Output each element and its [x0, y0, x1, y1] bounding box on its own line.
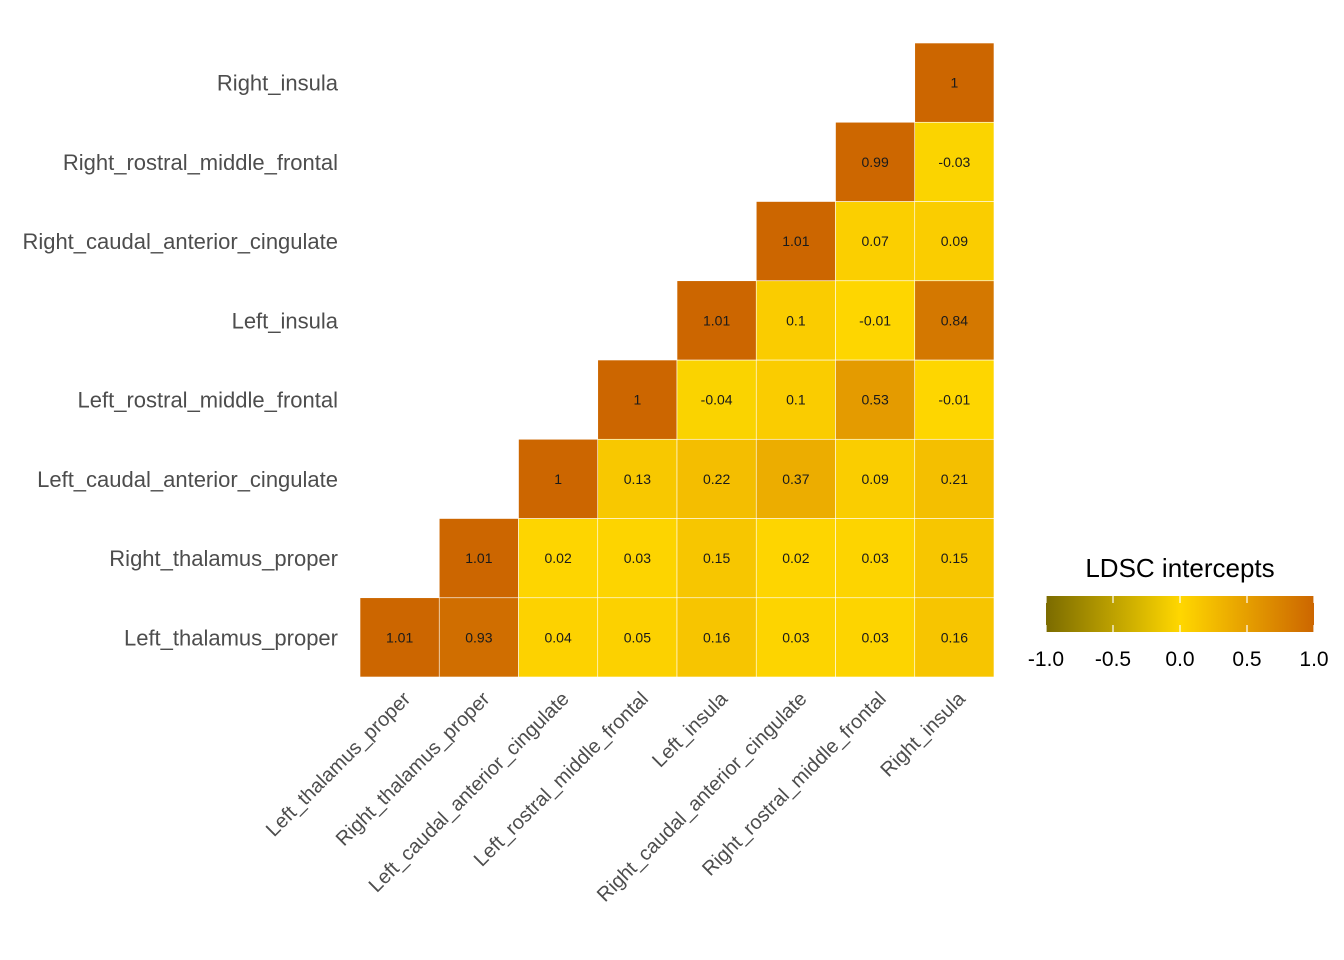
legend-tick-label: -0.5	[1095, 648, 1131, 671]
cell-value-label: 0.05	[624, 629, 651, 645]
heatmap-cell	[835, 280, 916, 361]
heatmap-cell	[359, 597, 440, 678]
cell-value-label: 0.84	[941, 312, 968, 328]
row-labels: Left_thalamus_proper Right_thalamus_prope…	[22, 71, 338, 651]
heatmap-cell	[755, 201, 836, 282]
cell-value-label: 0.1	[786, 392, 806, 408]
cell-value-label: 0.04	[545, 629, 572, 645]
cell-value-label: 0.03	[862, 629, 889, 645]
heatmap-cell	[914, 518, 995, 599]
cell-value-label: 0.03	[862, 550, 889, 566]
heatmap-cell	[835, 597, 916, 678]
heatmap-cells: 1.01 0.93 0.04 0.05 0.16 0.03 0.03 0.16 1.01 0.02…	[359, 42, 995, 678]
cell-value-label: 0.07	[862, 233, 889, 249]
heatmap-cell	[676, 438, 757, 519]
row-tick-label: Left_insula	[232, 308, 339, 333]
row-tick-label: Right_insula	[217, 71, 339, 96]
heatmap-cell	[597, 359, 678, 440]
cell-value-label: 1	[554, 471, 562, 487]
cell-value-label: 0.37	[782, 471, 809, 487]
column-tick-label: Left_insula	[648, 687, 733, 772]
heatmap-cell	[755, 518, 836, 599]
heatmap-cell	[914, 280, 995, 361]
heatmap-cell	[914, 42, 995, 123]
cell-value-label: 0.16	[941, 629, 968, 645]
cell-value-label: 0.02	[782, 550, 809, 566]
cell-value-label: 0.03	[624, 550, 651, 566]
cell-value-label: -0.01	[859, 312, 891, 328]
legend-tick-label: 1.0	[1299, 648, 1328, 671]
legend-ticks: -1.0 -0.5 0.0 0.5 1.0	[1028, 596, 1329, 671]
heatmap-cell	[676, 518, 757, 599]
column-tick-label: Right_insula	[877, 687, 971, 781]
cell-value-label: 0.03	[782, 629, 809, 645]
color-legend: LDSC intercepts -1.0 -0.5 0.0 0.5 1.0	[1028, 553, 1329, 671]
legend-title: LDSC intercepts	[1085, 553, 1274, 583]
heatmap-cell	[914, 201, 995, 282]
heatmap-cell	[755, 438, 836, 519]
heatmap-cell	[597, 597, 678, 678]
legend-tick-label: 0.0	[1165, 648, 1194, 671]
row-tick-label: Left_caudal_anterior_cingulate	[37, 467, 338, 492]
heatmap-cell	[676, 359, 757, 440]
column-tick-label: Right_thalamus_proper	[332, 688, 495, 851]
row-tick-label: Right_thalamus_proper	[109, 546, 338, 571]
cell-value-label: -0.04	[701, 392, 733, 408]
row-tick-label: Left_rostral_middle_frontal	[78, 388, 338, 413]
cell-value-label: 1.01	[465, 550, 492, 566]
cell-value-label: 0.99	[862, 154, 889, 170]
heatmap-cell	[518, 518, 599, 599]
legend-tick-label: 0.5	[1232, 648, 1261, 671]
cell-value-label: 0.1	[786, 312, 806, 328]
cell-value-label: 1.01	[703, 312, 730, 328]
legend-tick-label: -1.0	[1028, 648, 1064, 671]
cell-value-label: 0.09	[941, 233, 968, 249]
row-tick-label: Right_rostral_middle_frontal	[63, 150, 338, 175]
heatmap-cell	[518, 438, 599, 519]
cell-value-label: -0.01	[938, 392, 970, 408]
heatmap-cell	[914, 438, 995, 519]
heatmap-cell	[676, 280, 757, 361]
cell-value-label: 1	[633, 392, 641, 408]
cell-value-label: 0.15	[703, 550, 730, 566]
row-tick-label: Left_thalamus_proper	[124, 625, 338, 650]
row-tick-label: Right_caudal_anterior_cingulate	[22, 229, 338, 254]
cell-value-label: 0.53	[862, 392, 889, 408]
heatmap-cell	[755, 280, 836, 361]
cell-value-label: 1.01	[782, 233, 809, 249]
heatmap-cell	[755, 597, 836, 678]
cell-value-label: 0.21	[941, 471, 968, 487]
heatmap-cell	[438, 518, 519, 599]
cell-value-label: 0.13	[624, 471, 651, 487]
heatmap-cell	[597, 438, 678, 519]
heatmap-cell	[914, 121, 995, 202]
heatmap-cell	[438, 597, 519, 678]
column-tick-label: Left_thalamus_proper	[262, 688, 415, 841]
cell-value-label: -0.03	[938, 154, 970, 170]
cell-value-label: 1.01	[386, 629, 413, 645]
cell-value-label: 0.09	[862, 471, 889, 487]
cell-value-label: 0.22	[703, 471, 730, 487]
cell-value-label: 0.02	[545, 550, 572, 566]
column-labels: Left_thalamus_properRight_thalamus_prope…	[262, 687, 971, 906]
heatmap-cell	[914, 359, 995, 440]
heatmap-cell	[835, 438, 916, 519]
heatmap-cell	[835, 121, 916, 202]
heatmap-cell	[676, 597, 757, 678]
cell-value-label: 0.93	[465, 629, 492, 645]
cell-value-label: 0.15	[941, 550, 968, 566]
cell-value-label: 1	[950, 75, 958, 91]
cell-value-label: 0.16	[703, 629, 730, 645]
heatmap-cell	[835, 359, 916, 440]
heatmap-cell	[914, 597, 995, 678]
